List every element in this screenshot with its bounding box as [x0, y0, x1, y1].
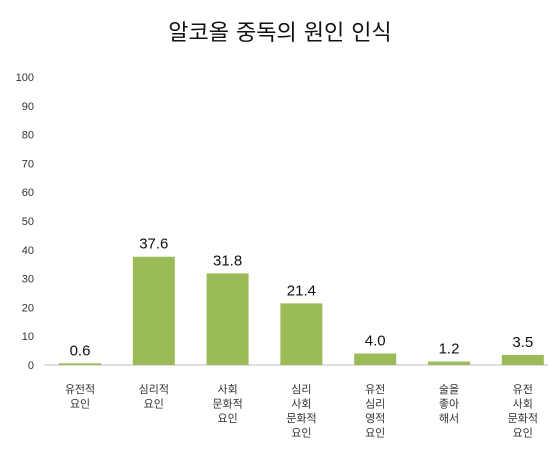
x-tick-label-line: 심리적	[139, 383, 169, 396]
x-tick-label-line: 사회	[291, 398, 311, 411]
y-tick-label: 100	[16, 72, 34, 84]
x-tick-label-line: 유전적	[65, 383, 95, 396]
x-tick-label-line: 요인	[70, 398, 90, 411]
x-tick-label-line: 술을	[439, 383, 459, 396]
data-label: 21.4	[287, 282, 316, 299]
data-label: 4.0	[365, 332, 386, 349]
x-tick-label-line: 유전	[513, 383, 533, 396]
x-tick-label-line: 유전	[365, 383, 385, 396]
data-labels: 0.6 37.6 31.8 21.4 4.0 1.2 3.5	[70, 236, 534, 360]
x-tick-label-line: 사회	[217, 383, 237, 396]
x-labels: 유전적요인심리적요인사회문화적요인심리사회문화적요인유전심리영적요인술을좋아해서…	[65, 383, 538, 440]
bar	[501, 354, 544, 365]
data-label: 1.2	[439, 341, 460, 358]
x-tick-label-line: 요인	[144, 398, 164, 411]
x-tick-label-line: 문화적	[286, 412, 316, 425]
data-label: 0.6	[70, 342, 91, 359]
x-tick-label-line: 심리	[291, 383, 311, 396]
y-tick-label: 40	[22, 245, 34, 257]
y-tick-label: 70	[22, 158, 34, 170]
y-tick-label: 60	[22, 187, 34, 199]
bars	[59, 256, 544, 365]
y-tick-label: 0	[28, 360, 34, 372]
data-label: 31.8	[213, 252, 242, 269]
y-tick-label: 30	[22, 274, 34, 286]
y-tick-label: 90	[22, 101, 34, 113]
bar	[428, 361, 470, 365]
y-tick-label: 50	[22, 216, 34, 228]
x-tick-label-line: 요인	[291, 427, 311, 440]
x-tick-label-line: 요인	[513, 427, 533, 440]
bar	[206, 273, 249, 365]
y-axis: 0 10 20 30 40 50 60 70 80 90 100	[16, 72, 34, 372]
x-tick-label-line: 사회	[513, 398, 533, 411]
bar	[59, 363, 101, 365]
bar	[280, 303, 323, 365]
y-tick-label: 20	[22, 302, 34, 314]
chart-title: 알코올 중독의 원인 인식	[168, 21, 391, 46]
bar	[132, 256, 175, 365]
y-tick-label: 10	[22, 331, 34, 343]
data-label: 3.5	[512, 334, 533, 351]
x-tick-label-line: 심리	[365, 398, 385, 411]
x-tick-label-line: 요인	[217, 412, 237, 425]
x-tick-label-line: 문화적	[212, 398, 242, 411]
y-tick-label: 80	[22, 130, 34, 142]
x-tick-label-line: 문화적	[508, 412, 538, 425]
x-tick-label-line: 영적	[365, 412, 385, 425]
x-tick-label-line: 해서	[439, 411, 459, 425]
x-tick-label-line: 요인	[365, 427, 385, 440]
data-label: 37.6	[139, 236, 168, 253]
x-tick-label-line: 좋아	[439, 398, 459, 411]
bar	[354, 353, 397, 365]
